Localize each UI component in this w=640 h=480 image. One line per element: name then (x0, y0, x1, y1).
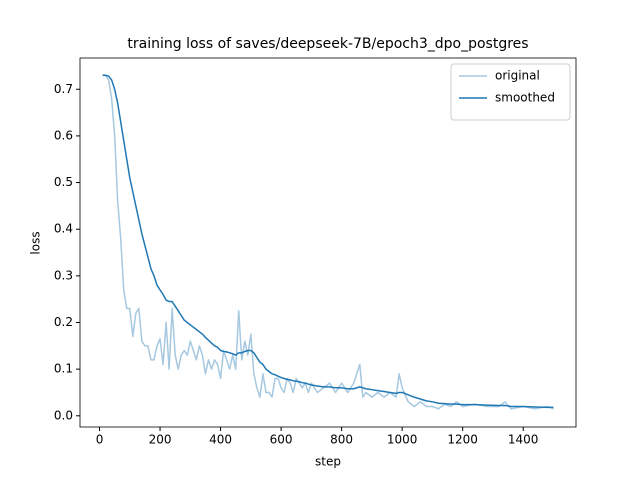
chart-title: training loss of saves/deepseek-7B/epoch… (127, 36, 528, 52)
y-tick-label: 0.7 (54, 82, 73, 96)
x-tick-label: 600 (270, 433, 293, 447)
x-tick-label: 0 (96, 433, 104, 447)
y-axis-label: loss (29, 231, 43, 254)
y-tick-label: 0.4 (54, 222, 73, 236)
y-tick-label: 0.3 (54, 268, 73, 282)
y-tick-label: 0.5 (54, 175, 73, 189)
legend-label: smoothed (495, 91, 555, 105)
y-tick-label: 0.1 (54, 362, 73, 376)
legend-box (450, 63, 571, 121)
x-tick-label: 200 (149, 433, 172, 447)
y-tick-label: 0.6 (54, 128, 73, 142)
x-tick-label: 1000 (387, 433, 418, 447)
y-tick-label: 0.2 (54, 315, 73, 329)
line-series (102, 74, 554, 410)
x-tick-label: 400 (209, 433, 232, 447)
axes-frame (79, 57, 577, 428)
x-axis-label: step (315, 455, 341, 469)
x-tick-label: 1400 (508, 433, 539, 447)
x-tick-label: 800 (330, 433, 353, 447)
x-tick-label: 1200 (447, 433, 478, 447)
legend-label: original (495, 69, 540, 83)
line-series (102, 74, 554, 409)
y-tick-label: 0.0 (54, 408, 73, 422)
